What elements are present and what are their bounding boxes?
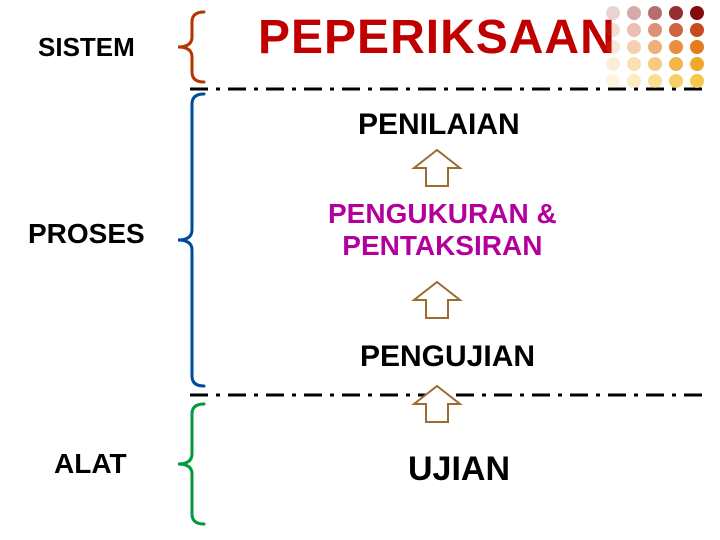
title-ujian: UJIAN	[408, 450, 510, 489]
up-arrow-3	[410, 384, 464, 424]
up-arrow-2	[410, 280, 464, 320]
brace-proses	[176, 92, 206, 388]
brace-alat	[176, 402, 206, 526]
brace-sistem	[176, 10, 206, 84]
up-arrow-1	[410, 148, 464, 188]
title-pengujian: PENGUJIAN	[360, 340, 535, 374]
label-proses: PROSES	[28, 218, 145, 250]
pengukuran-line2: PENTAKSIRAN	[342, 230, 542, 261]
label-sistem: SISTEM	[38, 32, 135, 63]
title-pengukuran: PENGUKURAN & PENTAKSIRAN	[328, 198, 557, 262]
pengukuran-line1: PENGUKURAN &	[328, 198, 557, 229]
title-peperiksaan: PEPERIKSAAN	[258, 10, 616, 65]
title-penilaian: PENILAIAN	[358, 108, 520, 142]
corner-dots-icon	[584, 6, 704, 92]
label-alat: ALAT	[54, 448, 127, 480]
